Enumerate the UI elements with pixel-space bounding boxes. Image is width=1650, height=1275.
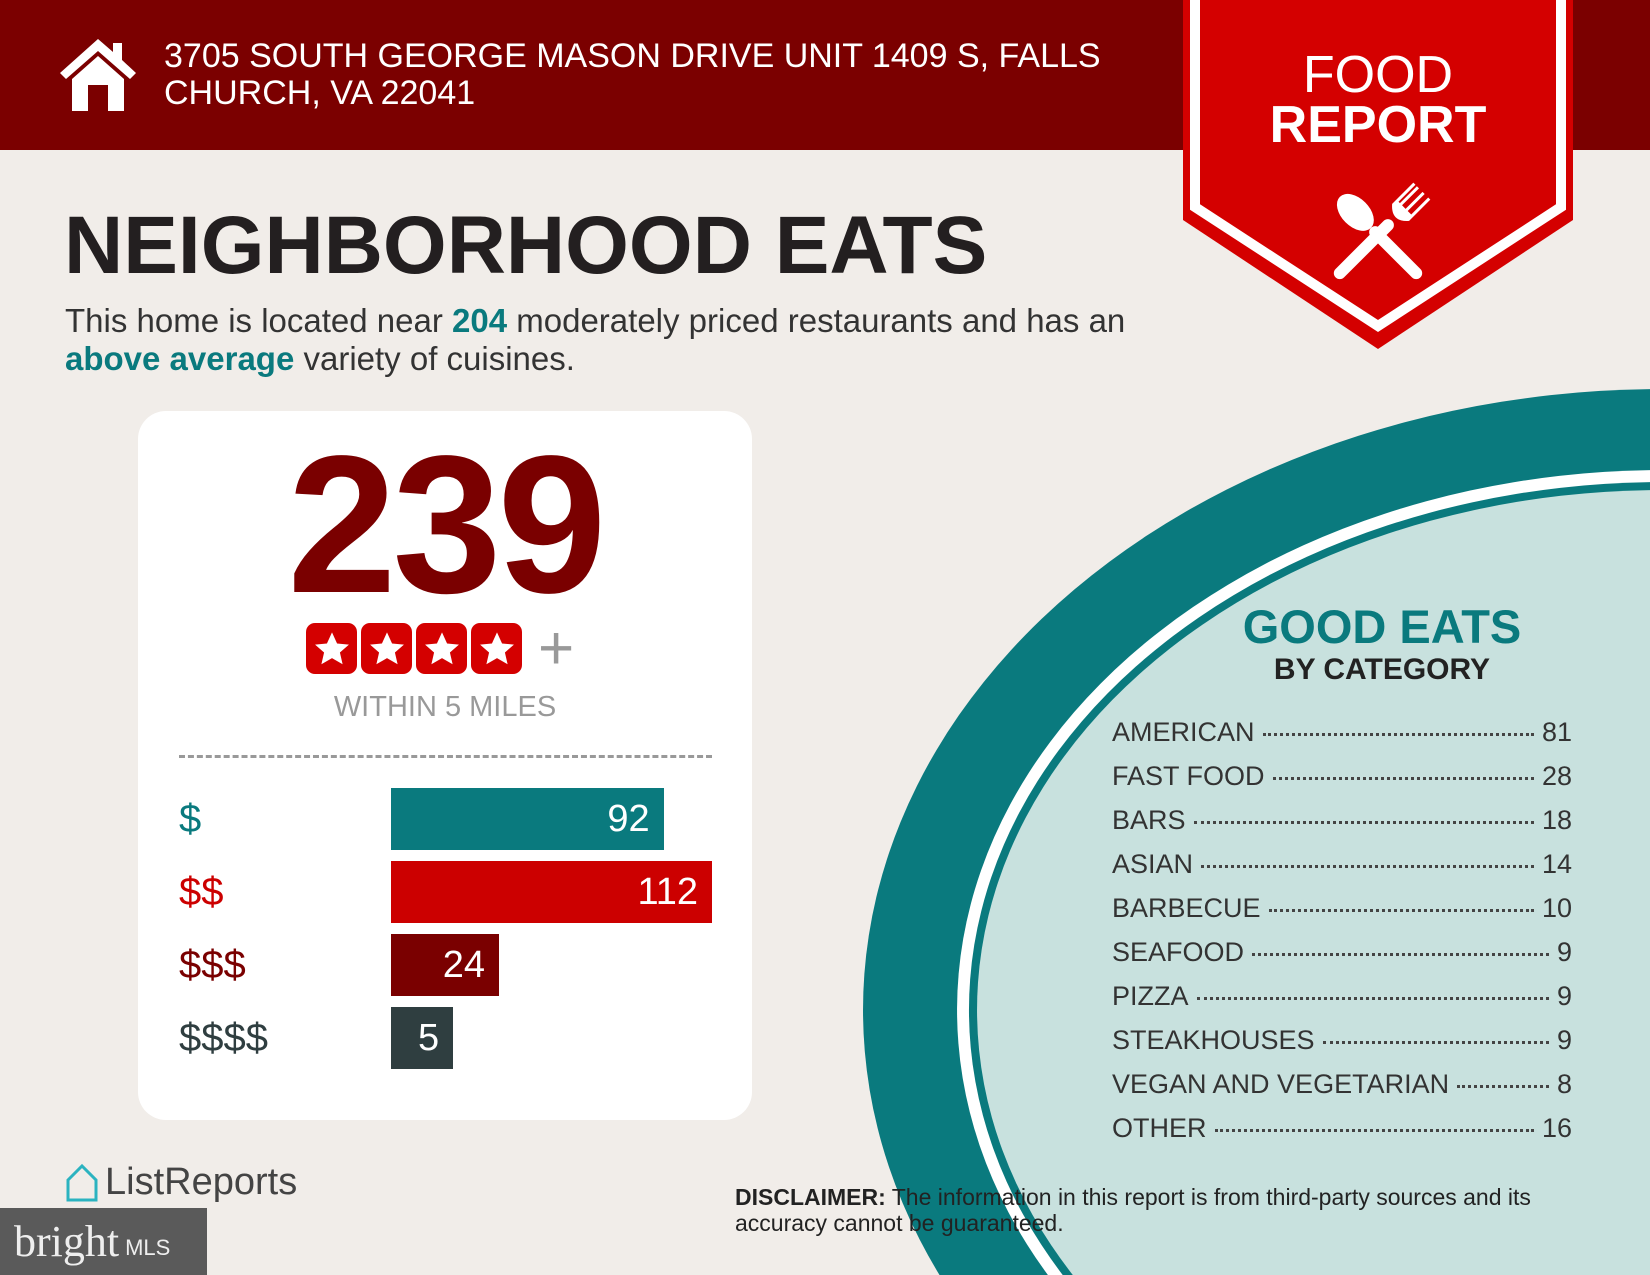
category-count: 81 [1541,717,1572,747]
category-name: AMERICAN [1112,717,1255,747]
price-row: $$ 112 [179,861,719,923]
star-icon [416,623,467,674]
bright-text: bright [14,1216,120,1266]
category-row: PIZZA 9 [1112,974,1572,1018]
variety-rating: above average [65,340,295,377]
price-bar: 24 [391,934,500,996]
listreports-house-icon [66,1163,98,1202]
category-name: SEAFOOD [1112,937,1245,967]
bright-mls-logo: bright MLS [0,1208,207,1275]
category-row: STEAKHOUSES 9 [1112,1018,1572,1062]
listreports-logo: ListReports [65,1160,297,1204]
category-row: SEAFOOD 9 [1112,930,1572,974]
rating-plus: + [538,613,575,683]
divider [179,755,712,758]
category-count: 8 [1556,1069,1572,1099]
spoon-fork-icon [1333,182,1431,280]
price-bar: 5 [391,1007,454,1069]
summary-part: moderately priced restaurants and has an [507,302,1126,339]
mls-text: MLS [125,1234,171,1260]
page-title: NEIGHBORHOOD EATS [64,200,988,291]
category-row: VEGAN AND VEGETARIAN 8 [1112,1062,1572,1106]
star-icon [306,623,357,674]
badge-line1: FOOD [1302,46,1454,104]
food-report-badge [1183,0,1573,349]
price-label: $$$ [179,943,246,987]
listreports-text: ListReports [105,1161,298,1203]
price-label: $ [179,797,202,841]
summary-part: variety of cuisines. [294,340,575,377]
badge-title: FOOD REPORT [1183,46,1573,154]
category-name: BARBECUE [1112,893,1261,923]
star-rating: + [306,613,575,683]
categories-title: GOOD EATS [1242,600,1522,653]
category-count: 9 [1556,937,1572,967]
category-name: OTHER [1112,1113,1207,1143]
price-label: $$$$ [179,1016,268,1060]
category-list: AMERICAN 81 FAST FOOD 28 BARS 18 ASIAN 14 BARBEC… [1112,710,1572,1150]
category-name: ASIAN [1112,849,1194,879]
category-name: BARS [1112,805,1186,835]
summary-text: This home is located near 204 moderately… [65,302,1185,378]
price-row: $$$$ 5 [179,1007,719,1069]
within-label: WITHIN 5 MILES [333,691,557,723]
category-count: 16 [1541,1113,1572,1143]
leader-dots [1262,733,1534,736]
disclaimer-text: The information in this report is from t… [735,1184,1531,1236]
categories-subtitle: BY CATEGORY [1273,653,1491,686]
category-row: FAST FOOD 28 [1112,754,1572,798]
leader-dots [1268,909,1534,912]
category-row: OTHER 16 [1112,1106,1572,1150]
category-count: 10 [1541,893,1572,923]
leader-dots [1193,821,1534,824]
badge-line2: REPORT [1269,96,1487,154]
total-restaurants: 239 [287,415,606,634]
category-count: 18 [1541,805,1572,835]
category-count: 14 [1541,849,1572,879]
leader-dots [1214,1129,1534,1132]
category-count: 9 [1556,1025,1572,1055]
category-name: PIZZA [1112,981,1189,1011]
summary-part: This home is located near [65,302,453,339]
category-row: BARS 18 [1112,798,1572,842]
price-bar: 112 [391,861,713,923]
leader-dots [1322,1041,1549,1044]
star-icon [471,623,522,674]
price-row: $92 [179,788,719,850]
house-icon [60,39,136,111]
category-name: VEGAN AND VEGETARIAN [1112,1069,1450,1099]
category-name: STEAKHOUSES [1112,1025,1315,1055]
leader-dots [1272,777,1534,780]
restaurant-count: 204 [452,302,508,339]
disclaimer-label: DISCLAIMER: [735,1184,886,1210]
address: 3705 SOUTH GEORGE MASON DRIVE UNIT 1409 … [164,37,1101,112]
category-count: 9 [1556,981,1572,1011]
leader-dots [1252,953,1549,956]
category-name: FAST FOOD [1112,761,1265,791]
leader-dots [1201,865,1534,868]
price-bar: 92 [391,788,664,850]
category-row: ASIAN 14 [1112,842,1572,886]
stats-card [138,411,752,1120]
category-row: AMERICAN 81 [1112,710,1572,754]
price-row: $$$ 24 [179,934,719,996]
price-label: $$ [179,870,224,914]
leader-dots [1196,997,1549,1000]
leader-dots [1457,1085,1549,1088]
category-row: BARBECUE 10 [1112,886,1572,930]
star-icon [361,623,412,674]
category-count: 28 [1541,761,1572,791]
disclaimer: DISCLAIMER: The information in this repo… [735,1184,1595,1236]
